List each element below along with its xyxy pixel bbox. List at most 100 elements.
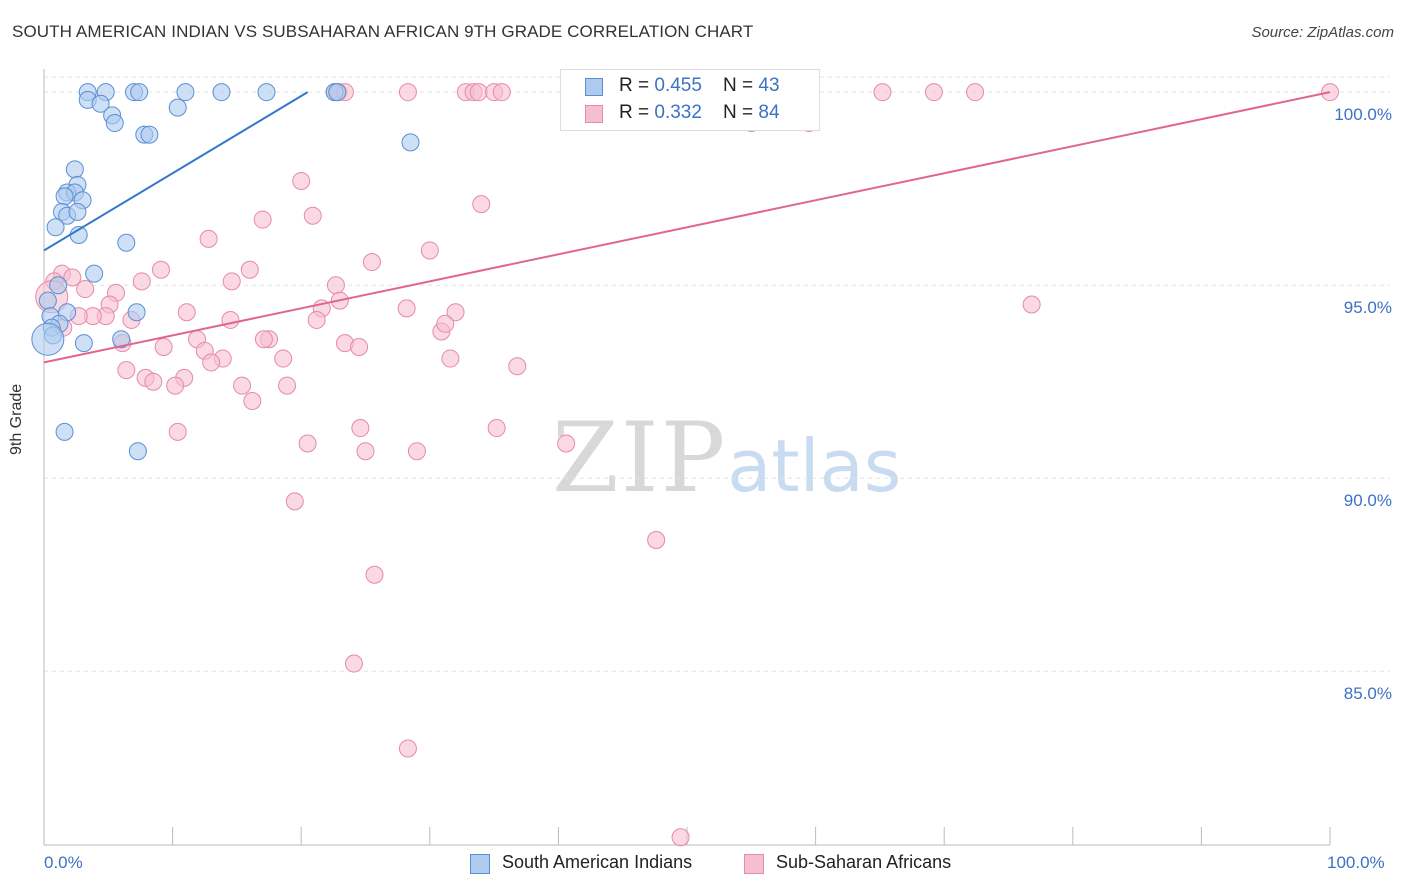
blue-point-12	[105, 114, 124, 133]
gridlines	[44, 76, 1390, 672]
blue-point-38	[74, 334, 93, 353]
pink-point-68	[298, 434, 317, 453]
pink-point-41	[307, 310, 326, 329]
trend-line-south-american-indians	[43, 91, 309, 252]
blue-point-9	[91, 94, 110, 113]
pink-point-56	[441, 349, 460, 368]
pink-point-10	[873, 83, 892, 102]
pink-point-81	[63, 268, 82, 287]
bottom-legend-label-blue: South American Indians	[502, 852, 693, 872]
pink-point-64	[243, 392, 262, 411]
watermark-zip: ZIP	[552, 402, 728, 514]
pink-point-16	[292, 171, 311, 190]
watermark-atlas: atlas	[727, 424, 902, 508]
trend-line-sub-saharan-africans	[43, 91, 1331, 364]
pink-point-27	[222, 272, 241, 291]
watermark: ZIPatlas	[552, 402, 901, 514]
pink-point-65	[168, 422, 187, 441]
chart-title: SOUTH AMERICAN INDIAN VS SUBSAHARAN AFRI…	[12, 22, 754, 41]
pink-point-74	[365, 565, 384, 584]
blue-point-4	[176, 83, 195, 102]
pink-point-23	[152, 260, 171, 279]
blue-point-28	[85, 264, 104, 283]
bottom-legend-swatch-pink	[744, 854, 764, 874]
pink-point-70	[407, 442, 426, 461]
pink-point-76	[398, 739, 417, 758]
pink-point-24	[240, 260, 259, 279]
pink-point-51	[154, 337, 173, 356]
pink-point-8	[492, 83, 511, 102]
blue-point-42	[328, 83, 347, 102]
legend-swatch-pink	[585, 105, 603, 123]
blue-point-33	[127, 303, 146, 322]
pink-point-44	[1022, 295, 1041, 314]
y-tick-label-2: 90.0%	[1343, 491, 1392, 511]
y-tick-label-0: 100.0%	[1334, 105, 1392, 125]
blue-point-24	[68, 202, 87, 221]
pink-point-72	[285, 492, 304, 511]
x-tick-label-min: 0.0%	[44, 853, 83, 872]
blue-point-29	[49, 276, 68, 295]
legend-text-blue: R = 0.455 N = 43	[619, 75, 780, 96]
pink-point-75	[344, 654, 363, 673]
source-label: Source: ZipAtlas.com	[1251, 24, 1394, 41]
pink-point-80	[436, 314, 455, 333]
blue-point-25	[46, 218, 65, 237]
blue-point-10	[168, 98, 187, 117]
x-tick-label-max: 100.0%	[1327, 853, 1385, 872]
blue-point-16	[65, 160, 84, 179]
pink-point-36	[177, 303, 196, 322]
blue-point-39	[112, 330, 131, 349]
pink-point-57	[117, 361, 136, 380]
legend-swatch-blue	[585, 78, 603, 96]
pink-point-66	[351, 419, 370, 438]
pink-point-83	[202, 353, 221, 372]
correlation-legend: R = 0.455 N = 43 R = 0.332 N = 84	[560, 69, 820, 131]
trend-lines	[43, 91, 1331, 364]
pink-point-59	[144, 372, 163, 391]
y-tick-label-3: 85.0%	[1343, 684, 1392, 704]
blue-point-20	[55, 187, 74, 206]
pink-point-39	[446, 303, 465, 322]
pink-point-21	[362, 253, 381, 272]
blue-point-40	[55, 422, 74, 441]
pink-point-29	[326, 276, 345, 295]
pink-point-18	[303, 206, 322, 225]
pink-point-17	[472, 195, 491, 214]
pink-point-71	[557, 434, 576, 453]
bottom-legend-label-pink: Sub-Saharan Africans	[776, 852, 952, 872]
pink-point-67	[487, 419, 506, 438]
pink-point-20	[199, 229, 218, 248]
pink-point-50	[254, 330, 273, 349]
pink-point-61	[166, 376, 185, 395]
blue-point-6	[257, 83, 276, 102]
pink-point-40	[221, 310, 240, 329]
pink-point-69	[356, 442, 375, 461]
axes	[43, 69, 1331, 846]
pink-point-55	[274, 349, 293, 368]
pink-point-3	[398, 83, 417, 102]
pink-point-11	[924, 83, 943, 102]
pink-point-63	[278, 376, 297, 395]
pink-point-6	[469, 83, 488, 102]
blue-point-14	[140, 125, 159, 144]
pink-point-19	[253, 210, 272, 229]
blue-point-15	[401, 133, 420, 152]
pink-point-34	[397, 299, 416, 318]
pink-point-49	[350, 337, 369, 356]
pink-point-12	[966, 83, 985, 102]
series-sub-saharan-africans	[35, 83, 1339, 847]
pink-point-62	[233, 376, 252, 395]
bottom-legend-swatch-blue	[470, 854, 490, 874]
pink-point-30	[76, 280, 95, 299]
blue-point-3	[130, 83, 149, 102]
blue-point-30	[38, 291, 57, 310]
blue-point-37	[31, 322, 65, 356]
series-south-american-indians	[31, 83, 420, 461]
pink-point-78	[508, 357, 527, 376]
blue-point-5	[212, 83, 231, 102]
y-tick-label-1: 95.0%	[1343, 298, 1392, 318]
blue-point-27	[117, 233, 136, 252]
legend-text-pink: R = 0.332 N = 84	[619, 102, 780, 123]
